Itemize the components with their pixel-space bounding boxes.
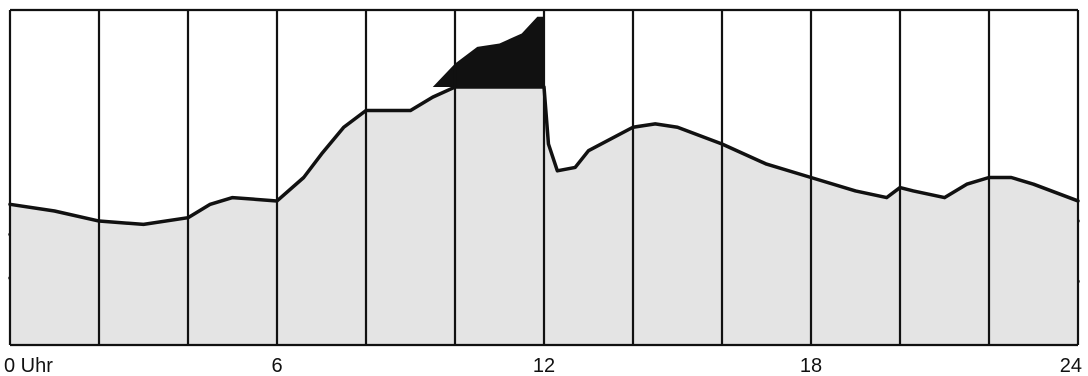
boundary-line-3 bbox=[8, 85, 1080, 227]
x-tick-label-12: 12 bbox=[533, 355, 555, 376]
x-tick-label-6: 6 bbox=[271, 355, 282, 376]
x-tick-label-24: 24 bbox=[1060, 355, 1082, 376]
x-tick-label-0: 0 Uhr bbox=[4, 355, 53, 376]
area-layer-4 bbox=[432, 16, 544, 88]
x-tick-label-18: 18 bbox=[800, 355, 822, 376]
